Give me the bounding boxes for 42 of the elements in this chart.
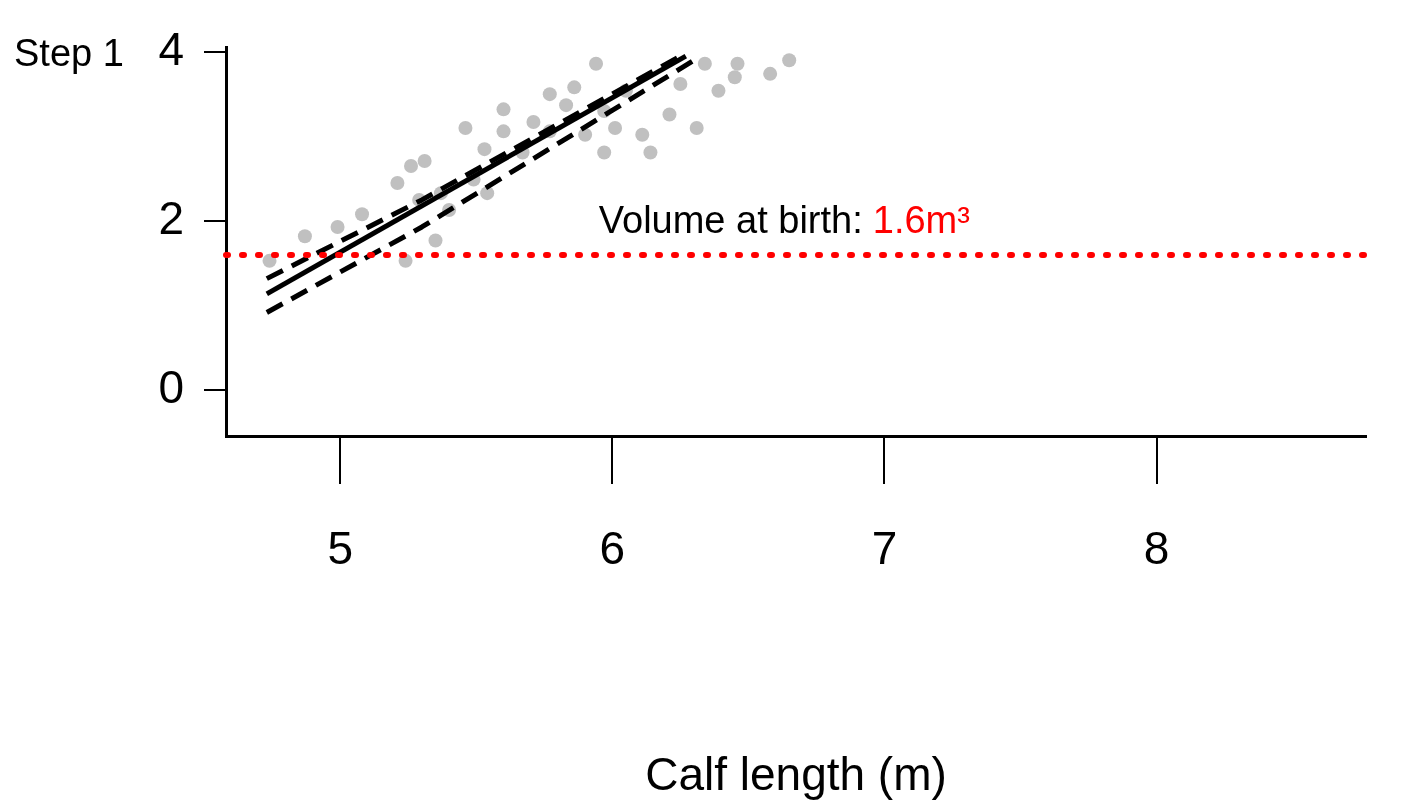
point [673, 76, 688, 91]
point [480, 186, 495, 201]
point [417, 153, 432, 168]
ref-line-label: 1.6m³ [872, 198, 970, 241]
point [477, 142, 492, 157]
point [567, 80, 582, 95]
point [727, 70, 742, 85]
point [697, 56, 712, 71]
point [578, 127, 593, 142]
point [763, 66, 778, 81]
point [662, 107, 677, 122]
point [589, 56, 604, 71]
point [355, 207, 370, 222]
x-tick-label: 5 [327, 522, 354, 575]
text: Step 1 [14, 32, 124, 74]
point [526, 115, 541, 130]
point [428, 233, 443, 248]
point [330, 219, 345, 234]
point [297, 229, 312, 244]
point [730, 56, 745, 71]
point [559, 98, 574, 113]
point [643, 145, 658, 160]
point [542, 87, 557, 102]
point [496, 124, 511, 139]
point [635, 127, 650, 142]
point [689, 120, 704, 135]
point [782, 53, 797, 68]
point [390, 175, 405, 190]
y-tick-label: 4 [158, 22, 184, 75]
point [608, 120, 623, 135]
point [597, 145, 612, 160]
annotation: Volume at birth: [598, 198, 863, 241]
point [496, 102, 511, 117]
point [711, 83, 726, 98]
point [458, 120, 473, 135]
x-tick-label: 8 [1143, 522, 1170, 575]
x-axis-title: Calf length (m) [645, 748, 947, 801]
x-tick-label: 6 [599, 522, 626, 575]
y-tick-label: 2 [158, 191, 184, 244]
y-tick-label: 0 [158, 360, 184, 413]
point [404, 159, 419, 174]
x-tick-label: 7 [871, 522, 898, 575]
